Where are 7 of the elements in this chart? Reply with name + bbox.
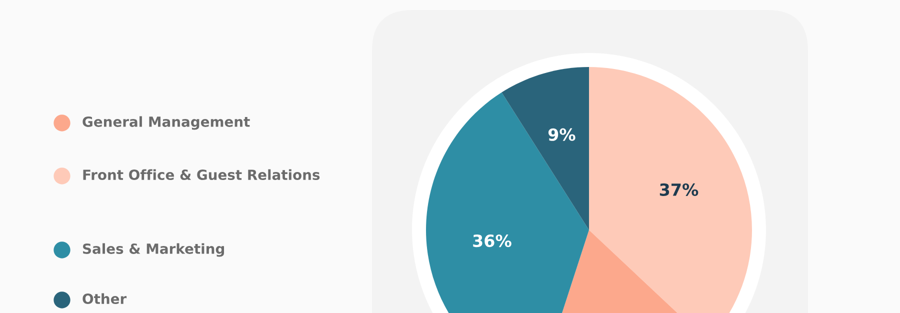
- legend-label: Other: [82, 293, 127, 304]
- legend-label: General Management: [82, 116, 250, 130]
- legend-label: Sales & Marketing: [82, 243, 224, 257]
- data-label: 9%: [548, 128, 576, 141]
- data-label: 37%: [660, 183, 698, 196]
- legend-label: Front Office & Guest Relations: [83, 169, 320, 180]
- data-label: 36%: [473, 234, 512, 248]
